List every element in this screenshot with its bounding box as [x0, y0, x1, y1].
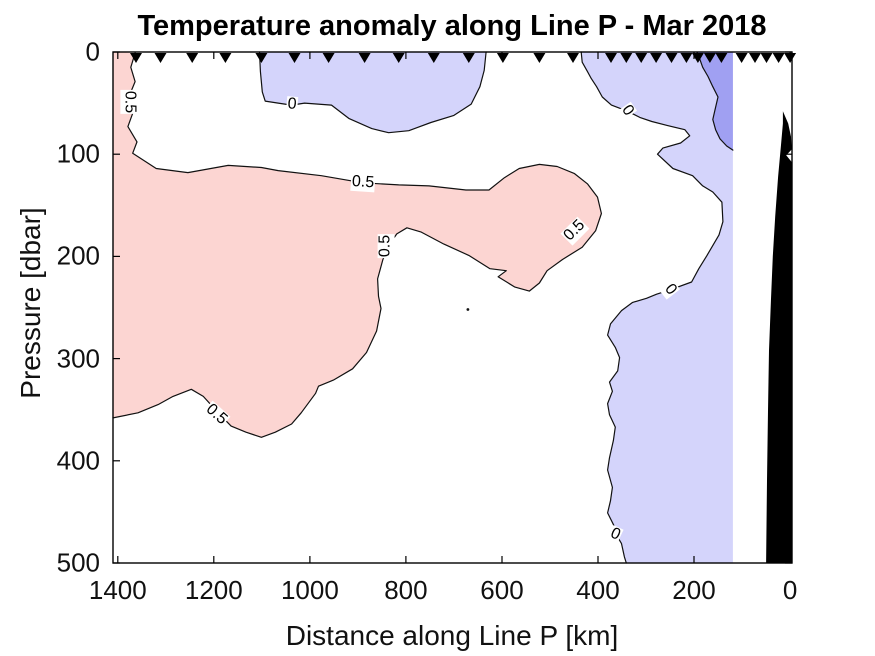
station-marker-icon: [322, 53, 335, 63]
contour-label: 0.5: [376, 234, 395, 259]
y-tick-label: 300: [56, 343, 100, 374]
station-marker-icon: [496, 53, 509, 63]
station-marker-icon: [760, 53, 773, 63]
station-marker-icon: [691, 53, 704, 63]
station-marker-icon: [703, 53, 716, 63]
tiny-closed-contour: [466, 308, 470, 311]
station-marker-icon: [186, 53, 199, 63]
station-marker-icon: [680, 53, 693, 63]
contour-label: 0.5: [120, 89, 139, 115]
station-marker-icon: [130, 53, 142, 63]
region-warm-anomaly-main: [113, 52, 602, 438]
y-tick-label: 100: [56, 138, 100, 169]
station-marker-icon: [358, 53, 371, 63]
region-negative-anomaly-right: [581, 52, 733, 563]
y-tick-label: 500: [56, 547, 100, 578]
station-marker-icon: [567, 53, 579, 63]
region-negative-anomaly-top-middle: [259, 52, 487, 133]
station-marker-icon: [255, 53, 268, 63]
station-marker-icon: [784, 53, 797, 63]
station-marker-icon: [392, 53, 405, 63]
x-tick-label: 1000: [280, 575, 339, 605]
station-marker-icon: [605, 53, 617, 63]
x-tick-label: 1400: [88, 575, 147, 605]
region-bathymetry: [766, 111, 792, 564]
y-tick-label: 400: [56, 445, 100, 476]
x-tick-label: 600: [480, 575, 524, 605]
station-marker-icon: [665, 53, 678, 63]
y-tick-label: 200: [56, 240, 100, 271]
contour-label: 0.5: [350, 172, 376, 193]
station-marker-icon: [735, 53, 748, 63]
axes-box: [112, 51, 793, 564]
contour-line-warm-anomaly-main: [112, 52, 603, 438]
x-tick-label: 0: [782, 575, 798, 605]
region-strong-negative-anomaly: [696, 52, 733, 151]
contour-line-negative-anomaly-right: [580, 51, 724, 564]
contour-label: 0: [285, 95, 298, 114]
station-marker-icon: [715, 53, 728, 63]
station-marker-icon: [635, 53, 648, 63]
station-marker-icon: [288, 53, 301, 63]
region-bathymetry-notch: [786, 149, 792, 163]
chart-title: Temperature anomaly along Line P - Mar 2…: [137, 10, 767, 42]
x-tick-label: 1200: [184, 575, 243, 605]
station-marker-icon: [154, 53, 167, 63]
station-marker-icon: [533, 53, 546, 63]
contour-line-strong-negative-anomaly: [696, 51, 734, 151]
x-tick-label: 800: [384, 575, 428, 605]
station-marker-icon: [749, 53, 761, 63]
station-marker-icon: [219, 53, 232, 63]
station-marker-icon: [620, 53, 633, 63]
x-tick-label: 400: [576, 575, 620, 605]
x-tick-label: 200: [672, 575, 716, 605]
station-marker-icon: [427, 53, 440, 63]
x-axis-label: Distance along Line P [km]: [285, 620, 619, 651]
station-marker-icon: [772, 53, 785, 63]
y-tick-label: 0: [85, 36, 100, 67]
station-marker-icon: [650, 53, 663, 63]
contour-line-negative-anomaly-top-middle: [258, 51, 487, 134]
station-marker-icon: [462, 53, 475, 63]
